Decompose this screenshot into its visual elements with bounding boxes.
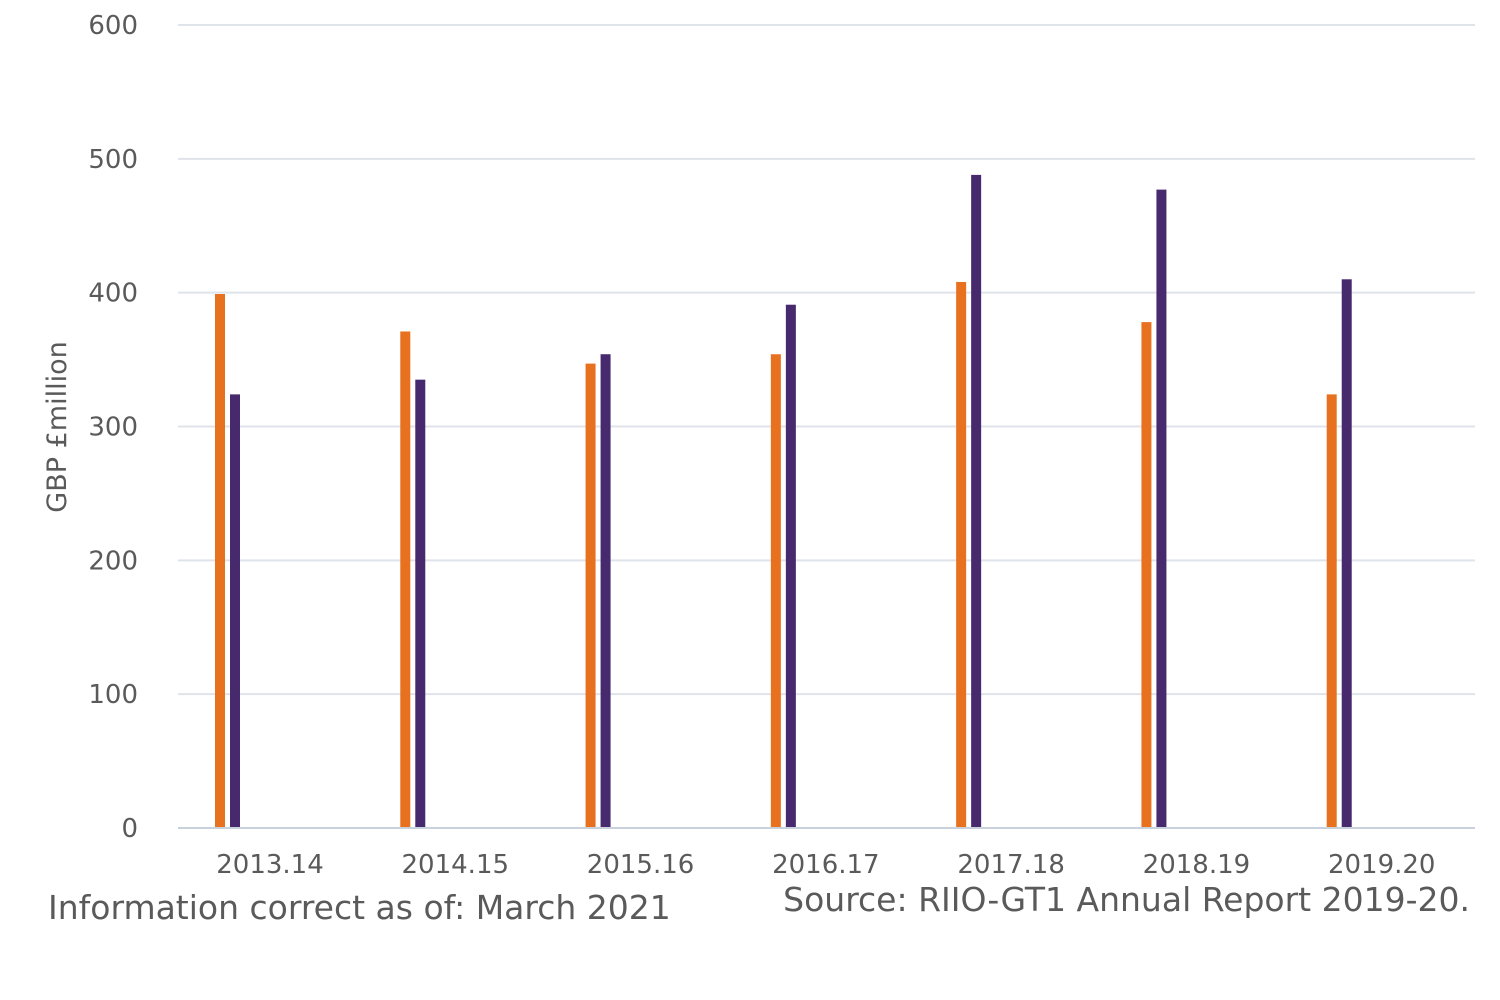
bar [956,281,967,829]
bar [1141,322,1152,828]
info-note: Information correct as of: March 2021 [48,888,671,927]
y-tick-label: 400 [88,279,138,309]
bar [1326,394,1337,828]
bar [230,394,240,828]
y-tick-label: 300 [88,413,138,443]
y-tick-label: 500 [88,145,138,175]
x-tick-label: 2015.16 [587,850,695,880]
bar [1156,189,1167,829]
bar [971,174,982,829]
y-tick-label: 600 [88,11,138,41]
bar [585,363,596,828]
bar [415,379,426,828]
y-axis-ticks: 0 100 200 300 400 500 600 [88,11,138,844]
y-tick-label: 200 [88,546,138,576]
bar [400,331,411,828]
x-tick-label: 2019.20 [1328,850,1436,880]
bars [215,174,1352,829]
x-tick-label: 2017.18 [957,850,1065,880]
gridlines [178,24,1475,696]
bar [600,354,611,828]
bar [1341,279,1352,828]
bar [215,294,225,828]
x-tick-label: 2018.19 [1143,850,1251,880]
y-tick-label: 100 [88,680,138,710]
x-tick-label: 2016.17 [772,850,880,880]
source-note: Source: RIIO-GT1 Annual Report 2019-20. [783,880,1470,919]
y-tick-label: 0 [121,814,138,844]
x-tick-label: 2014.15 [402,850,510,880]
y-axis-label: GBP £million [42,341,73,512]
x-axis-ticks: 2013.14 2014.15 2015.16 2016.17 2017.18 2018.… [216,850,1435,880]
x-tick-label: 2013.14 [216,850,324,880]
bar [785,304,796,828]
bar [770,354,781,828]
